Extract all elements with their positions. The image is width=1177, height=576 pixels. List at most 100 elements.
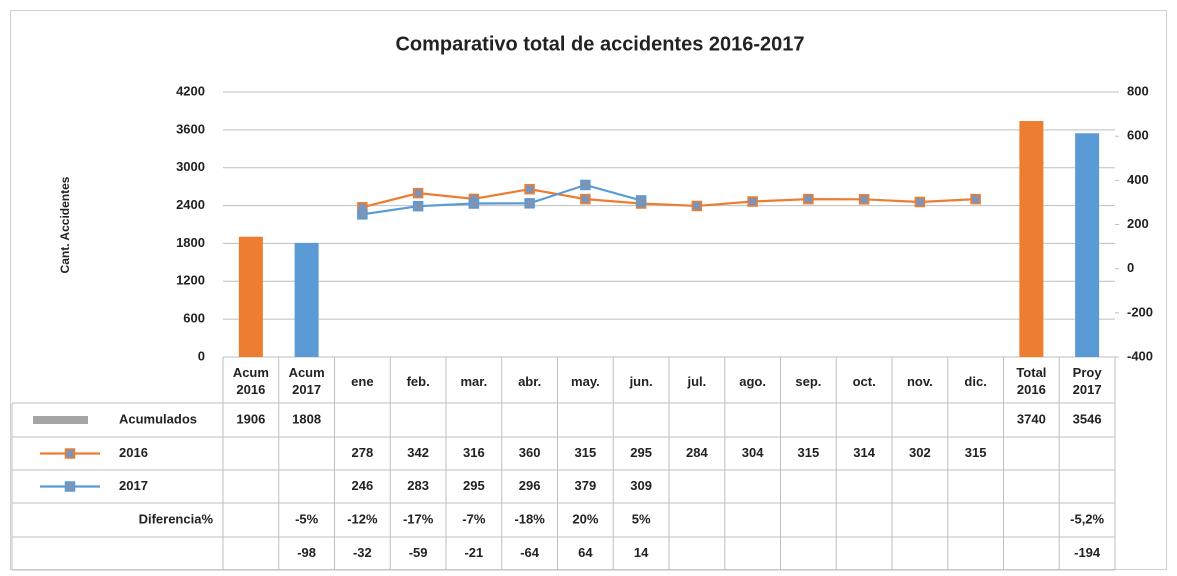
chart-title: Comparativo total de accidentes 2016-201… xyxy=(395,33,804,55)
category-cell: may. xyxy=(571,373,600,389)
x-tick-label: Proy 2017 xyxy=(1072,365,1102,397)
table-value: 295 xyxy=(463,478,485,493)
marker xyxy=(357,209,368,220)
category-cell: Total 2016 xyxy=(1004,360,1060,402)
chart-border xyxy=(10,10,1167,570)
x-tick-label: Total 2016 xyxy=(1016,365,1047,397)
table-value: -5% xyxy=(295,511,319,526)
category-wrap: sep. xyxy=(781,360,837,402)
y2-tick-label: 200 xyxy=(1127,216,1149,231)
category-cell: ene xyxy=(351,373,374,389)
category-cell: ago. xyxy=(725,360,781,402)
category-cell: abr. xyxy=(518,373,542,389)
x-tick-label: jul. xyxy=(687,373,707,389)
x-tick-label: dic. xyxy=(964,373,987,389)
y-tick-label: 3600 xyxy=(176,121,205,136)
marker xyxy=(524,183,535,195)
y-tick-label: 0 xyxy=(198,348,205,363)
table-value: 315 xyxy=(965,445,987,460)
marker xyxy=(914,196,926,208)
x-tick-label: Acum 2016 xyxy=(232,365,269,397)
bar xyxy=(1019,121,1044,358)
x-tick-label: Acum 2017 xyxy=(288,365,325,397)
table-value: 295 xyxy=(630,445,652,460)
table-value: 5% xyxy=(632,511,651,526)
line xyxy=(362,183,642,216)
marker xyxy=(412,187,424,199)
x-tick-label: ene xyxy=(351,373,374,389)
table-value: 278 xyxy=(352,445,374,460)
category-cell: jun. xyxy=(613,360,669,402)
category-cell: nov. xyxy=(892,360,948,402)
y-tick-label: 1800 xyxy=(176,235,205,250)
table-value: 246 xyxy=(352,478,374,493)
table-value: -7% xyxy=(462,511,486,526)
y-tick-label: 1200 xyxy=(176,273,205,288)
category-cell: jul. xyxy=(687,373,707,389)
category-cell: Proy 2017 xyxy=(1059,360,1115,402)
table-value: 342 xyxy=(407,445,429,460)
table-value: 14 xyxy=(634,545,649,560)
marker xyxy=(468,198,480,209)
y2-tick-label: 400 xyxy=(1127,172,1149,187)
legend-label: 2016 xyxy=(119,445,148,460)
table-value: 309 xyxy=(630,478,652,493)
legend-key xyxy=(64,448,76,459)
table-value: 296 xyxy=(519,478,541,493)
table-value: -18% xyxy=(514,511,545,526)
table-value: 315 xyxy=(575,445,597,460)
table-value: 316 xyxy=(463,445,485,460)
marker xyxy=(970,193,981,205)
x-tick-label: oct. xyxy=(852,373,876,389)
table-value: 284 xyxy=(686,445,708,460)
category-cell: sep. xyxy=(781,360,837,402)
category-wrap: Proy 2017 xyxy=(1059,360,1115,402)
row-label: Diferencia% xyxy=(139,511,214,526)
category-wrap: nov. xyxy=(892,360,948,402)
x-tick-label: mar. xyxy=(460,373,488,389)
table-value: 3740 xyxy=(1017,411,1046,426)
x-tick-label: abr. xyxy=(518,373,542,389)
category-wrap: feb. xyxy=(390,360,446,402)
table-value: 283 xyxy=(407,478,429,493)
table-value: 360 xyxy=(519,445,541,460)
table-value: 314 xyxy=(853,445,875,460)
table-value: 304 xyxy=(742,445,764,460)
category-wrap: jun. xyxy=(613,360,669,402)
y-tick-label: 2400 xyxy=(176,197,205,212)
table-value: -98 xyxy=(297,545,316,560)
marker xyxy=(580,179,591,191)
x-tick-label: may. xyxy=(571,373,600,389)
table-value: -64 xyxy=(520,545,540,560)
category-wrap: ago. xyxy=(725,360,781,402)
category-wrap: mar. xyxy=(446,360,502,402)
marker xyxy=(580,193,591,205)
y2-tick-label: 600 xyxy=(1127,128,1149,143)
category-wrap: Acum 2016 xyxy=(223,360,279,402)
y2-tick-label: -200 xyxy=(1127,304,1153,319)
table-value: -59 xyxy=(409,545,428,560)
category-cell: oct. xyxy=(852,373,876,389)
category-cell: dic. xyxy=(964,373,987,389)
table-value: -12% xyxy=(347,511,378,526)
bar xyxy=(1075,133,1100,357)
marker xyxy=(858,194,870,205)
category-wrap: Acum 2017 xyxy=(279,360,335,402)
x-tick-label: ago. xyxy=(739,373,766,389)
marker xyxy=(412,200,424,212)
legend-label: Acumulados xyxy=(119,411,197,426)
legend-label: 2017 xyxy=(119,478,148,493)
table-value: 1808 xyxy=(292,411,321,426)
category-cell: feb. xyxy=(390,360,446,402)
y2-tick-label: 0 xyxy=(1127,260,1134,275)
category-wrap: Total 2016 xyxy=(1004,360,1060,402)
category-cell: Acum 2017 xyxy=(279,360,335,402)
x-tick-label: nov. xyxy=(906,373,933,389)
bar xyxy=(238,236,263,357)
y-axis-title: Cant. Accidentes xyxy=(58,176,72,273)
legend-key xyxy=(33,416,88,424)
line xyxy=(362,188,976,209)
table-value: 1906 xyxy=(236,411,265,426)
table-value: 315 xyxy=(798,445,820,460)
